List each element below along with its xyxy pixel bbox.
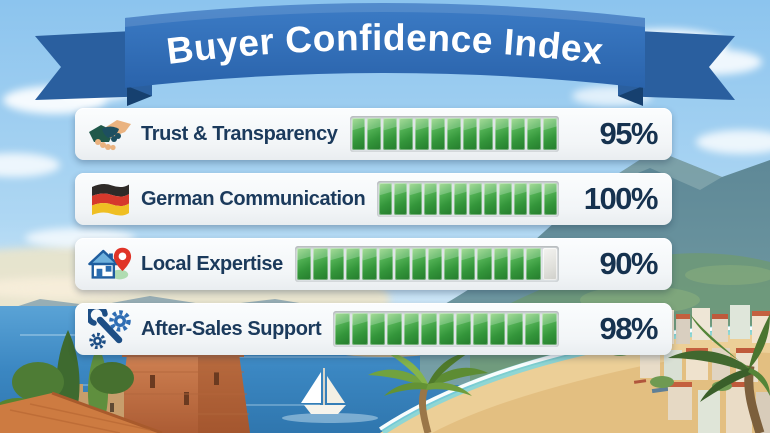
handshake-icon: [87, 113, 133, 155]
ribbon-tails: [35, 30, 735, 106]
bar-segment: [415, 118, 430, 150]
bar-segment: [447, 118, 462, 150]
bar-segment: [463, 118, 478, 150]
bar-segment: [386, 313, 403, 345]
bar-segment: [378, 248, 394, 280]
bar-segment: [394, 183, 408, 215]
bar-segment: [460, 248, 476, 280]
palm-tree-right: [668, 314, 770, 433]
bar-segment: [346, 248, 361, 280]
row-trust-transparency: Trust & Transparency 95%: [75, 108, 672, 160]
bar-segment: [409, 183, 423, 215]
metric-label: Trust & Transparency: [141, 122, 338, 145]
bar-segment: [511, 118, 526, 150]
bar-segment: [404, 313, 420, 345]
progress-bar: [294, 246, 559, 282]
bar-segment: [351, 118, 366, 150]
bar-segment: [526, 248, 541, 280]
bar-segment: [541, 313, 558, 345]
german-flag-icon: [87, 178, 133, 220]
bar-segment: [367, 118, 382, 150]
bar-segment: [329, 248, 345, 280]
house-location-icon: [87, 243, 133, 285]
bar-segment: [421, 313, 437, 345]
metric-label: German Communication: [141, 187, 366, 210]
bar-segment: [499, 183, 513, 215]
bar-segment: [514, 183, 528, 215]
row-after-sales-support: After-Sales Support 98%: [75, 303, 672, 355]
progress-bar: [377, 181, 559, 217]
bar-segment: [454, 183, 468, 215]
bar-segment: [439, 183, 453, 215]
bar-segment: [313, 248, 328, 280]
bar-segment: [431, 118, 446, 150]
bar-segment: [469, 183, 483, 215]
row-german-communication: German Communication 100%: [75, 173, 672, 225]
bar-segment: [369, 313, 385, 345]
bar-segment: [472, 313, 489, 345]
bar-segment: [527, 118, 541, 150]
tools-support-icon: [87, 308, 133, 350]
metric-value: 95%: [599, 116, 658, 151]
bar-segment: [524, 313, 540, 345]
bar-segment: [509, 248, 525, 280]
bar-segment: [352, 313, 368, 345]
bar-segment: [362, 248, 377, 280]
bar-segment: [507, 313, 523, 345]
metric-value: 98%: [599, 311, 658, 346]
bar-segment: [542, 248, 558, 280]
bar-segment: [542, 118, 557, 150]
sailboat: [301, 368, 346, 414]
bar-segment: [479, 118, 494, 150]
bar-segment: [379, 183, 393, 215]
bar-segment: [544, 183, 558, 215]
bar-segment: [490, 313, 506, 345]
bar-segment: [296, 248, 312, 280]
palm-tree-center: [368, 352, 488, 433]
bar-segment: [411, 248, 426, 280]
bar-segment: [484, 183, 498, 215]
progress-bar: [333, 311, 559, 347]
bar-segment: [493, 248, 508, 280]
bar-segment: [399, 118, 414, 150]
bar-segment: [427, 248, 443, 280]
bar-segment: [455, 313, 471, 345]
metric-value: 100%: [583, 181, 659, 216]
confidence-rows: Trust & Transparency 95% German Communic…: [75, 108, 672, 355]
bar-segment: [477, 248, 492, 280]
metric-label: Local Expertise: [141, 252, 283, 275]
ribbon-band: [125, 3, 645, 88]
bar-segment: [529, 183, 543, 215]
bar-segment: [444, 248, 459, 280]
progress-bar: [349, 116, 559, 152]
bar-segment: [383, 118, 398, 150]
metric-label: After-Sales Support: [141, 317, 322, 340]
row-local-expertise: Local Expertise 90%: [75, 238, 672, 290]
bar-segment: [335, 313, 351, 345]
bar-segment: [424, 183, 438, 215]
metric-value: 90%: [599, 246, 658, 281]
bar-segment: [438, 313, 454, 345]
tiled-roof: [0, 391, 163, 433]
bar-segment: [395, 248, 410, 280]
title-ribbon: Buyer Confidence Index: [35, 3, 735, 106]
bar-segment: [495, 118, 510, 150]
